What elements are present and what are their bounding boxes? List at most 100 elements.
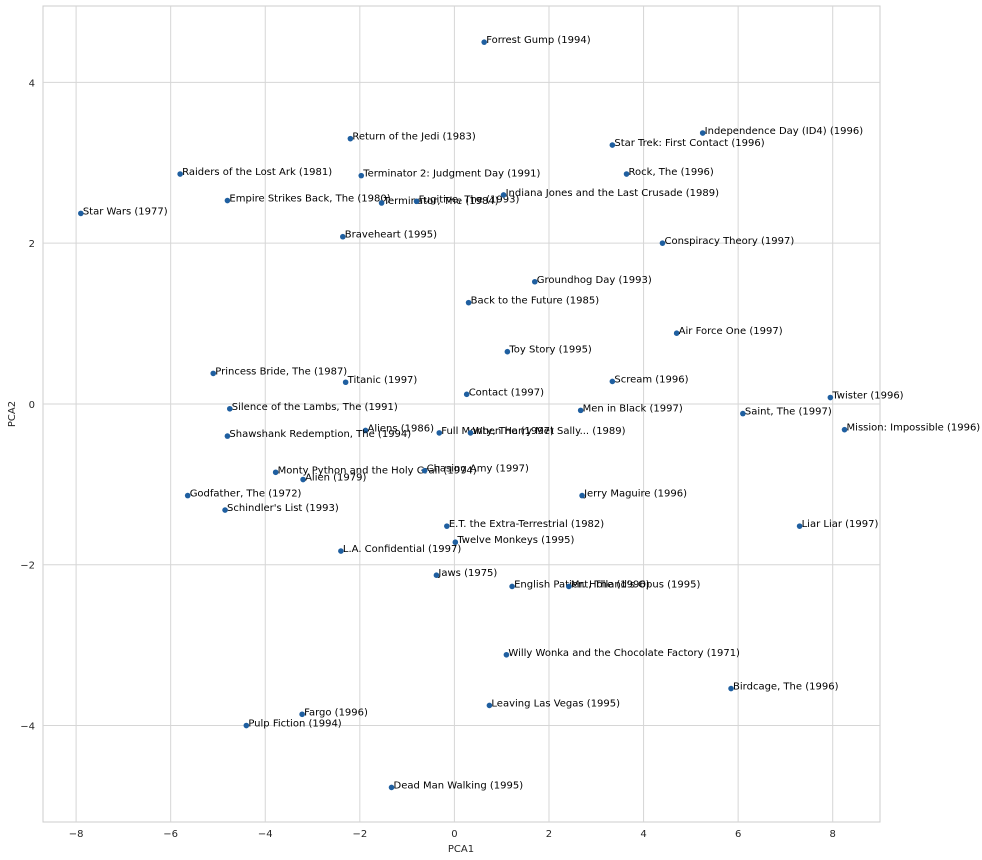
data-point-label: Rock, The (1996)	[629, 167, 714, 178]
data-point-label: Jaws (1975)	[437, 568, 497, 579]
data-point	[433, 572, 440, 578]
data-point	[436, 430, 443, 436]
data-point-label: Terminator 2: Judgment Day (1991)	[362, 169, 540, 180]
data-point	[388, 784, 395, 791]
data-point	[224, 433, 231, 439]
data-point-label: Leaving Las Vegas (1995)	[491, 698, 620, 709]
data-point	[452, 539, 459, 546]
data-point	[740, 410, 746, 417]
data-point	[358, 172, 365, 179]
data-point-label: Star Wars (1977)	[83, 206, 168, 217]
x-tick-labels: −8 −6 −4 −2 0 2 4 6 8	[69, 829, 836, 840]
data-point-label: Birdcage, The (1996)	[733, 682, 839, 693]
data-point-label: Mr. Holland's Opus (1995)	[571, 579, 701, 590]
data-point	[509, 583, 515, 590]
data-point-label: Terminator, The (1984)	[383, 196, 499, 207]
data-point-label: Scream (1996)	[614, 374, 688, 385]
data-point	[609, 142, 616, 148]
data-point-label: Forrest Gump (1994)	[486, 35, 591, 46]
data-point-label: Conspiracy Theory (1997)	[664, 236, 794, 247]
data-point-label: Schindler's List (1993)	[227, 503, 339, 514]
x-tick-label: −8	[69, 829, 84, 840]
data-point-label: When Harry Met Sally... (1989)	[472, 426, 625, 437]
data-point	[577, 407, 584, 414]
data-point	[579, 492, 585, 499]
x-tick-label: −2	[352, 829, 367, 840]
data-point	[338, 548, 344, 554]
grid	[43, 6, 880, 822]
data-point	[226, 405, 233, 412]
data-point	[465, 299, 472, 306]
data-point	[481, 39, 487, 45]
data-point-label: Toy Story (1995)	[508, 345, 592, 356]
data-point-label: Men in Black (1997)	[583, 403, 683, 414]
y-tick-label: 0	[29, 400, 35, 411]
y-axis-label: PCA2	[7, 401, 18, 427]
data-point	[504, 348, 511, 355]
x-tick-label: −4	[258, 829, 273, 840]
x-tick-label: 6	[735, 829, 741, 840]
data-point	[342, 379, 349, 386]
x-tick-label: 4	[640, 829, 646, 840]
data-point-label: Air Force One (1997)	[679, 326, 783, 337]
x-axis-label: PCA1	[448, 844, 474, 855]
data-point	[177, 171, 183, 177]
data-point	[210, 370, 217, 377]
data-point-label: Mission: Impossible (1996)	[847, 423, 981, 434]
data-point	[796, 523, 803, 529]
data-point-label: Raiders of the Lost Ark (1981)	[182, 167, 332, 178]
data-point-label: Saint, The (1997)	[745, 407, 832, 418]
data-point	[827, 394, 834, 401]
data-point	[78, 210, 84, 217]
data-point	[566, 583, 572, 590]
x-tick-label: 8	[830, 829, 836, 840]
y-tick-label: 4	[29, 78, 35, 89]
data-point	[299, 711, 305, 718]
y-tick-label: −4	[20, 722, 35, 733]
data-point-label: Liar Liar (1997)	[802, 519, 879, 530]
data-point-label: Back to the Future (1985)	[471, 296, 600, 307]
data-point	[699, 130, 706, 136]
data-point-label: Contact (1997)	[469, 387, 544, 398]
x-tick-label: 2	[546, 829, 552, 840]
data-point-label: E.T. the Extra-Terrestrial (1982)	[449, 519, 604, 530]
data-point-label: Silence of the Lambs, The (1991)	[232, 402, 398, 413]
data-point	[500, 192, 507, 198]
data-point	[444, 523, 450, 529]
data-point	[673, 330, 680, 337]
data-point-label: Jerry Maguire (1996)	[583, 489, 687, 500]
data-point-label: Willy Wonka and the Chocolate Factory (1…	[508, 648, 740, 659]
data-point-label: Alien (1979)	[305, 473, 366, 484]
data-point	[623, 171, 630, 177]
data-point	[272, 469, 279, 476]
data-point-label: Monty Python and the Holy Grail (1974)	[278, 465, 477, 476]
data-point	[413, 198, 420, 205]
data-point-label: Titanic (1997)	[347, 375, 418, 386]
data-point-label: Pulp Fiction (1994)	[248, 719, 341, 730]
data-point-label: Shawshank Redemption, The (1994)	[229, 429, 411, 440]
data-point	[222, 507, 228, 513]
data-point	[300, 476, 306, 483]
y-tick-labels: 4 2 0 −2 −4	[20, 78, 35, 732]
data-point-label: Fargo (1996)	[304, 707, 368, 718]
data-point	[224, 197, 231, 204]
data-point	[340, 233, 346, 240]
data-point-label: Star Trek: First Contact (1996)	[614, 138, 764, 149]
data-point	[378, 200, 385, 206]
data-point	[841, 426, 848, 433]
data-point	[467, 430, 474, 436]
y-tick-label: −2	[20, 561, 35, 572]
data-point	[609, 378, 616, 385]
data-point-label: Twister (1996)	[831, 391, 903, 402]
data-point-label: Princess Bride, The (1987)	[215, 366, 347, 377]
data-point-label: Chasing Amy (1997)	[427, 464, 529, 475]
data-point-label: Full Monty, The (1997)	[441, 426, 554, 437]
data-point-label: Independence Day (ID4) (1996)	[705, 126, 864, 137]
data-point-label: Groundhog Day (1993)	[537, 275, 652, 286]
data-point	[486, 702, 493, 709]
data-point-label: Godfather, The (1972)	[190, 489, 302, 500]
data-point	[503, 651, 510, 658]
data-point	[659, 240, 666, 246]
data-point	[421, 467, 428, 474]
